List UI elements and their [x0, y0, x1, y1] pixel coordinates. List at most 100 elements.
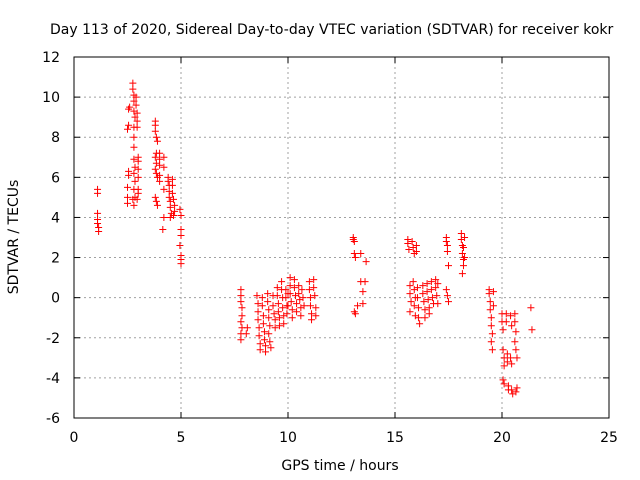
data-point: [94, 219, 102, 227]
data-point: [508, 386, 516, 394]
data-point: [166, 203, 174, 211]
data-point: [351, 310, 359, 318]
data-point: [279, 304, 287, 312]
data-point: [461, 254, 469, 262]
plot-frame: [73, 56, 610, 419]
data-point: [133, 109, 141, 117]
data-point: [415, 304, 423, 312]
data-point: [443, 242, 451, 250]
data-point: [308, 310, 316, 318]
data-point: [237, 318, 245, 326]
data-point: [425, 310, 433, 318]
data-point: [265, 330, 273, 338]
data-point: [410, 302, 418, 310]
data-point: [255, 324, 263, 332]
data-point: [124, 193, 131, 201]
data-point: [254, 308, 262, 316]
x-tick-label: 20: [493, 430, 511, 446]
data-point: [508, 360, 516, 368]
data-point: [419, 290, 427, 298]
data-point: [413, 284, 421, 292]
data-point: [459, 262, 467, 270]
data-point: [443, 248, 451, 256]
data-point: [500, 354, 508, 362]
data-point: [423, 280, 431, 288]
y-tick-label: 6: [51, 170, 60, 186]
data-point: [407, 298, 415, 306]
data-point: [408, 238, 416, 246]
data-point: [428, 294, 436, 302]
data-point: [359, 288, 367, 296]
data-point: [354, 302, 362, 310]
data-point: [264, 290, 272, 298]
data-point: [124, 125, 131, 133]
data-point: [133, 117, 141, 125]
data-point: [237, 336, 245, 344]
data-point: [177, 225, 185, 233]
data-point: [359, 300, 367, 308]
data-point: [94, 189, 102, 197]
data-point: [503, 358, 511, 366]
data-point: [130, 201, 138, 209]
data-point: [286, 290, 294, 298]
data-point: [503, 350, 511, 358]
data-point: [160, 163, 168, 171]
data-point: [253, 292, 261, 300]
data-point: [499, 346, 507, 354]
data-point: [260, 328, 268, 336]
data-point: [461, 234, 469, 241]
data-point: [412, 242, 420, 250]
data-point: [156, 149, 164, 157]
data-point: [512, 388, 520, 396]
data-point: [124, 199, 131, 207]
data-point: [409, 278, 417, 286]
data-point: [442, 286, 450, 294]
data-point: [350, 250, 358, 258]
x-tick-label: 0: [70, 430, 79, 446]
data-point: [499, 326, 507, 334]
y-tick-label: 4: [51, 210, 60, 226]
data-point: [282, 286, 290, 294]
data-point: [134, 165, 142, 173]
data-point: [151, 165, 159, 173]
gridlines: [74, 57, 609, 418]
data-point: [488, 330, 496, 338]
data-point: [153, 137, 161, 145]
data-point: [160, 185, 168, 193]
data-point: [273, 292, 281, 300]
axis-ticks: 0 5 10 15 20 25 -6 -4 -2 0 2 4 6 8 10 12: [42, 50, 618, 446]
data-point: [255, 332, 263, 340]
data-point: [275, 314, 283, 322]
data-point: [485, 290, 493, 298]
data-point: [298, 286, 306, 294]
data-point: [288, 306, 296, 314]
data-point: [502, 318, 510, 326]
data-point: [284, 302, 292, 310]
data-point: [293, 300, 301, 308]
data-point: [132, 93, 140, 101]
y-tick-label: 8: [51, 130, 60, 146]
data-point: [457, 229, 465, 237]
data-point: [512, 346, 520, 354]
data-point: [433, 292, 441, 300]
data-points: [94, 79, 536, 398]
y-tick-label: 10: [42, 90, 60, 106]
data-point: [308, 316, 316, 324]
data-point: [507, 312, 515, 320]
data-point: [238, 312, 246, 320]
data-point: [295, 282, 303, 290]
data-point: [254, 300, 262, 308]
data-point: [159, 225, 167, 233]
data-point: [423, 288, 431, 296]
data-point: [160, 153, 168, 161]
data-point: [512, 328, 520, 336]
x-tick-label: 5: [177, 430, 186, 446]
data-point: [487, 322, 495, 330]
y-tick-label: -6: [46, 411, 60, 427]
data-point: [153, 201, 161, 209]
data-point: [266, 338, 274, 346]
data-point: [164, 177, 172, 185]
data-point: [295, 290, 303, 298]
data-point: [489, 302, 497, 310]
